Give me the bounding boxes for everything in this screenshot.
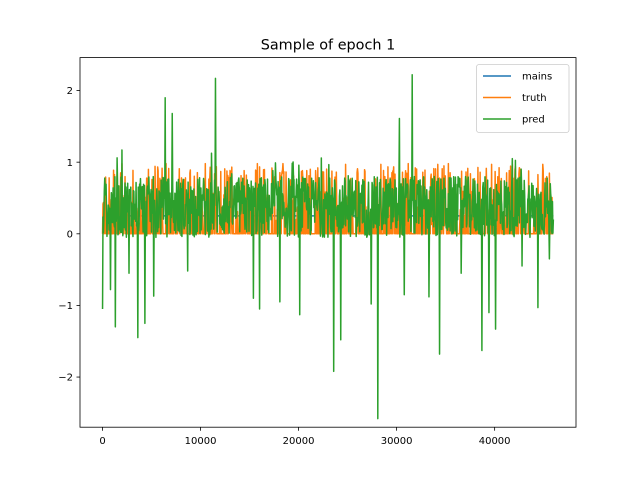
x-tick-label: 10000 bbox=[185, 436, 217, 447]
x-tick-label: 0 bbox=[99, 436, 105, 447]
chart-title: Sample of epoch 1 bbox=[261, 38, 396, 54]
y-axis: −2 −1 0 1 2 bbox=[58, 86, 80, 384]
y-tick-label: 2 bbox=[67, 86, 73, 97]
y-tick-label: −2 bbox=[58, 373, 73, 384]
x-tick-label: 40000 bbox=[479, 436, 511, 447]
plot-area bbox=[79, 57, 577, 428]
y-tick-label: 0 bbox=[67, 229, 73, 240]
x-tick-label: 30000 bbox=[381, 436, 413, 447]
y-tick-label: 1 bbox=[67, 158, 73, 169]
x-axis: 0 10000 20000 30000 40000 bbox=[99, 427, 511, 447]
series-layer bbox=[101, 74, 555, 420]
legend-box bbox=[476, 64, 570, 133]
x-tick-label: 20000 bbox=[283, 436, 315, 447]
axes-frame bbox=[79, 57, 577, 428]
legend-label-mains: mains bbox=[522, 72, 552, 83]
y-tick-label: −1 bbox=[58, 301, 73, 312]
legend: mains truth pred bbox=[476, 64, 570, 133]
legend-label-pred: pred bbox=[522, 115, 545, 126]
legend-label-truth: truth bbox=[522, 93, 547, 104]
series-line-pred bbox=[101, 74, 555, 420]
